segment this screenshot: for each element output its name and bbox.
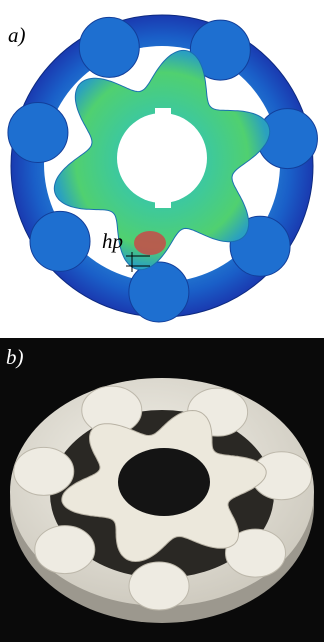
panel-b: b): [0, 338, 324, 642]
panel-a: a) hp: [8, 15, 318, 322]
shaft-hole: [117, 113, 207, 203]
lobe: [35, 526, 95, 574]
lobe: [30, 211, 90, 271]
page: {"panels": [{"label": "a)"}, {"label": "…: [0, 0, 324, 642]
annotation: hp: [102, 229, 123, 253]
lobe: [79, 17, 139, 77]
lobe: [129, 262, 189, 322]
lobe: [8, 102, 68, 162]
shaft-hole: [118, 448, 210, 516]
figure: a) hp b): [0, 0, 324, 642]
panel-label: a): [8, 23, 26, 47]
keyway: [155, 198, 171, 208]
keyway: [155, 108, 171, 118]
lobe: [129, 562, 189, 610]
lobe: [14, 447, 74, 495]
panel-label: b): [6, 345, 24, 369]
stress-zone: [134, 231, 166, 255]
